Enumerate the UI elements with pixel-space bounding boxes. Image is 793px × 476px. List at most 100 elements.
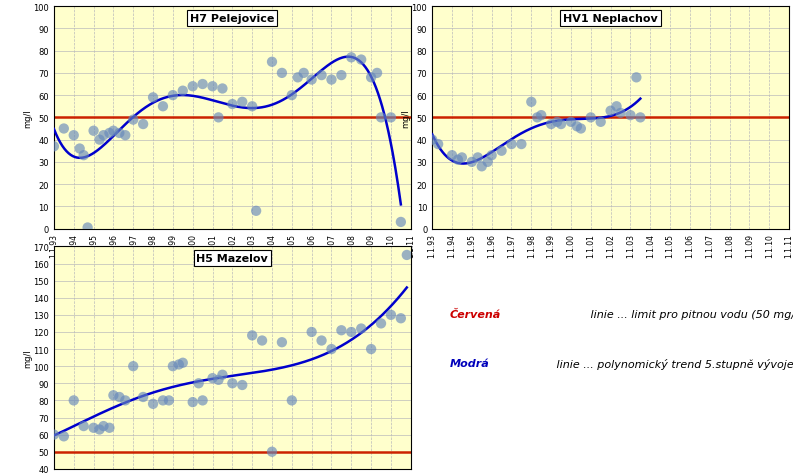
Point: [475, 163, 488, 171]
Point: [226, 101, 239, 109]
Point: [48, 431, 60, 438]
Point: [365, 74, 377, 82]
Point: [431, 141, 444, 149]
Point: [163, 397, 175, 405]
Point: [226, 380, 239, 387]
Point: [345, 328, 358, 336]
Point: [370, 70, 383, 78]
Point: [67, 397, 80, 405]
Point: [177, 88, 190, 95]
Point: [335, 327, 348, 334]
Point: [167, 92, 179, 100]
Point: [285, 397, 298, 405]
Point: [172, 361, 185, 368]
Point: [87, 128, 100, 135]
Point: [550, 119, 563, 127]
Point: [103, 130, 116, 138]
Text: linie ... polynomický trend 5.stupně vývoje koncentrace NO3-: linie ... polynomický trend 5.stupně výv…: [553, 358, 793, 369]
Point: [624, 112, 637, 120]
Point: [285, 92, 298, 100]
Point: [297, 70, 310, 78]
Point: [481, 159, 494, 166]
Point: [471, 154, 484, 162]
Y-axis label: mg/l: mg/l: [401, 109, 410, 128]
Point: [375, 114, 388, 122]
Point: [335, 72, 348, 80]
Point: [107, 392, 120, 399]
Point: [255, 337, 268, 345]
Y-axis label: mg/l: mg/l: [23, 348, 32, 367]
Text: H5 Mazelov: H5 Mazelov: [197, 254, 268, 264]
Point: [266, 448, 278, 456]
Point: [113, 393, 125, 401]
Point: [291, 74, 304, 82]
Point: [246, 332, 259, 339]
Point: [485, 152, 498, 159]
Point: [574, 125, 587, 133]
Point: [236, 99, 249, 107]
Point: [545, 121, 557, 129]
Point: [315, 72, 328, 80]
Point: [216, 371, 228, 379]
Point: [127, 363, 140, 370]
Point: [604, 108, 617, 115]
Point: [156, 397, 169, 405]
Point: [119, 397, 132, 405]
Point: [630, 74, 642, 82]
Point: [147, 94, 159, 102]
Point: [93, 426, 105, 433]
Text: H7 Pelejovice: H7 Pelejovice: [190, 14, 274, 24]
Text: linie ... limit pro pitnou vodu (50 mg/l NO3-): linie ... limit pro pitnou vodu (50 mg/l…: [587, 309, 793, 319]
Point: [345, 54, 358, 62]
Point: [119, 132, 132, 139]
Point: [48, 143, 60, 151]
Point: [206, 83, 219, 91]
Text: Modrá: Modrá: [450, 358, 490, 368]
Point: [634, 114, 646, 122]
Point: [236, 381, 249, 389]
Point: [216, 86, 228, 93]
Point: [394, 218, 407, 226]
Point: [385, 114, 397, 122]
Point: [57, 125, 70, 133]
Point: [186, 398, 199, 406]
Point: [93, 137, 105, 144]
Point: [531, 114, 543, 122]
Point: [177, 359, 190, 367]
Point: [167, 363, 179, 370]
Point: [426, 137, 439, 144]
Point: [565, 119, 577, 127]
Point: [465, 159, 478, 166]
Point: [196, 397, 209, 405]
Point: [365, 346, 377, 353]
Y-axis label: mg/l: mg/l: [23, 109, 32, 128]
Point: [137, 393, 150, 401]
Point: [266, 59, 278, 67]
Point: [354, 325, 367, 333]
Point: [495, 148, 508, 155]
Point: [394, 315, 407, 322]
Point: [375, 320, 388, 327]
Point: [97, 422, 109, 430]
Point: [87, 424, 100, 432]
Point: [305, 328, 318, 336]
Point: [614, 110, 626, 118]
Point: [113, 130, 125, 138]
Point: [57, 433, 70, 440]
Point: [127, 117, 140, 124]
Point: [315, 337, 328, 345]
Text: Červená: Červená: [450, 309, 501, 319]
Point: [192, 380, 205, 387]
Point: [103, 424, 116, 432]
Point: [446, 152, 458, 159]
Point: [206, 375, 219, 382]
Point: [534, 112, 547, 120]
Point: [78, 422, 90, 430]
Point: [456, 154, 469, 162]
Point: [555, 121, 568, 129]
Point: [73, 145, 86, 153]
Point: [610, 103, 623, 111]
Point: [515, 141, 527, 149]
Point: [451, 157, 464, 164]
Point: [212, 114, 224, 122]
